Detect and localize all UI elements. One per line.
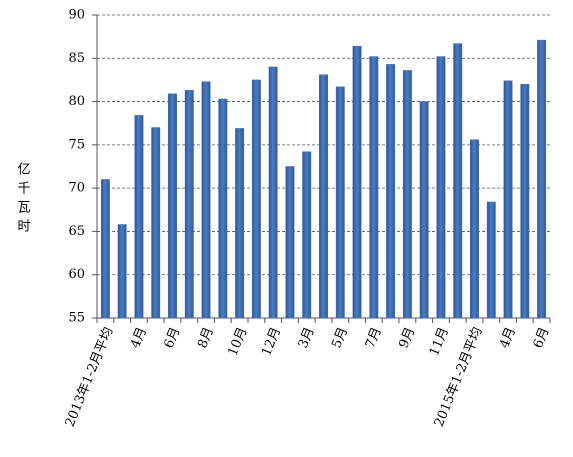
y-axis-label: 亿千瓦时 [15,162,31,238]
bar [285,166,295,319]
bar [201,81,211,319]
bar [486,201,496,319]
y-tick-label: 85 [68,51,85,66]
bar [184,90,194,319]
y-tick-label: 55 [68,311,85,326]
bar [235,128,245,319]
bar [537,39,547,319]
x-tick-label: 6月 [531,325,553,350]
bar [402,70,412,319]
bar [419,101,429,319]
x-tick-label: 7月 [363,325,385,350]
bar [369,56,379,319]
x-tick-label: 11月 [427,325,452,358]
y-tick-label: 75 [68,137,85,152]
bar [470,139,479,319]
x-tick-label: 3月 [296,325,318,350]
y-tick-label: 80 [68,94,85,109]
x-tick-label: 12月 [259,325,284,358]
x-tick-label: 6月 [162,325,184,350]
bar [352,45,362,319]
x-tick-label: 10月 [226,325,251,358]
y-axis-label-text: 亿千瓦时 [15,162,31,238]
bar [319,74,328,319]
bar [503,80,513,319]
x-tick-label: 9月 [396,325,418,350]
y-tick-label: 65 [68,224,85,239]
x-tick-label: 4月 [128,325,150,350]
bar [151,127,161,319]
bar [386,64,396,319]
x-tick-label: 2013年1-2月平均 [63,325,117,429]
y-tick-label: 60 [68,267,85,282]
x-tick-label: 4月 [497,325,519,350]
y-tick-label: 90 [68,8,85,23]
bar [218,98,228,319]
x-tick-label: 5月 [329,325,351,350]
bar [251,79,261,319]
bar [100,179,110,319]
bar [268,66,278,319]
bar [117,224,127,319]
bar [335,86,345,319]
bar [134,115,144,319]
bar [302,151,312,319]
x-tick-label: 8月 [195,325,217,350]
bar [436,56,446,319]
bar [453,43,463,319]
bar [168,93,177,319]
y-tick-label: 70 [68,181,85,196]
bar [520,84,530,319]
